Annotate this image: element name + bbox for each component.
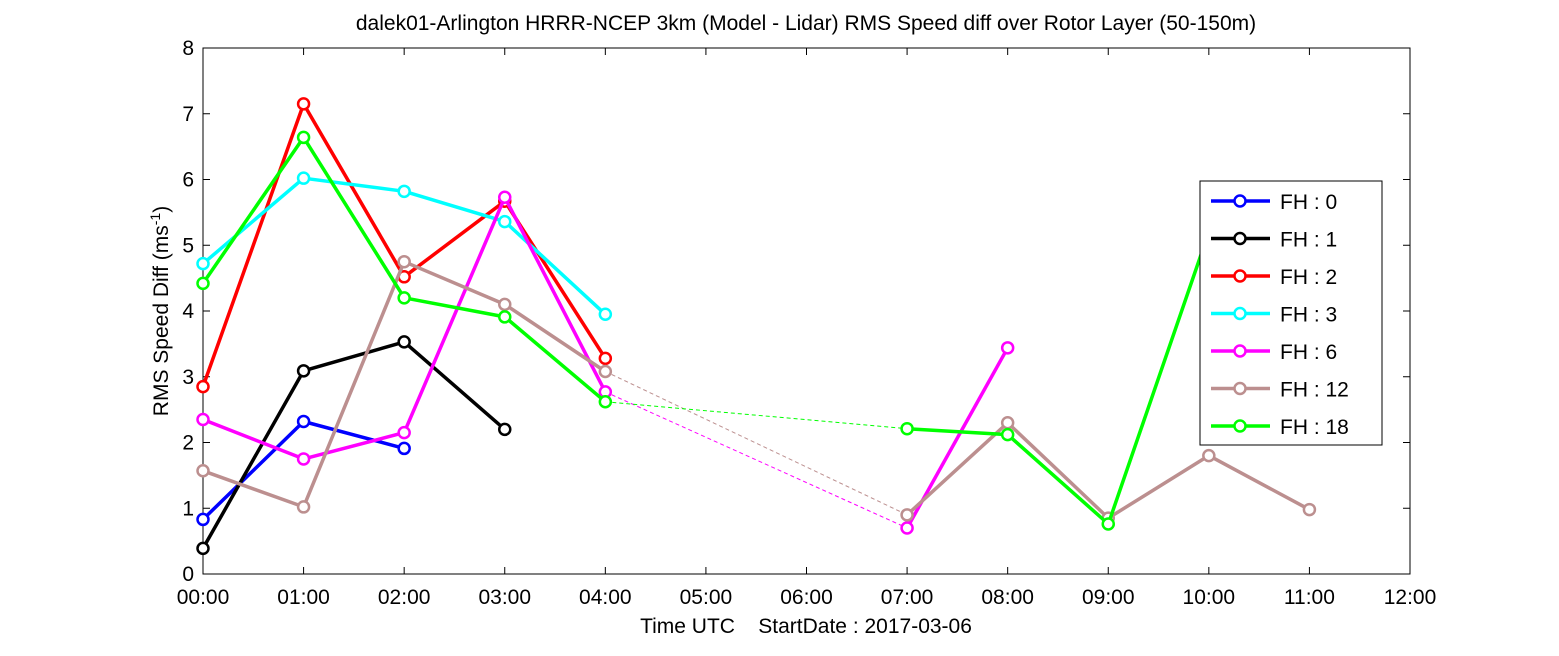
data-point <box>900 521 914 535</box>
data-point <box>196 412 210 427</box>
x-tick-label: 08:00 <box>981 586 1034 609</box>
data-point <box>296 500 311 514</box>
data-point <box>498 190 512 205</box>
x-axis-label: Time UTC StartDate : 2017-03-06 <box>640 615 972 638</box>
data-point <box>296 364 311 378</box>
x-tick-label: 04:00 <box>579 586 632 609</box>
y-tick-label: 0 <box>182 563 194 586</box>
y-tick-label: 6 <box>182 169 194 192</box>
y-axis-label: RMS Speed Diff (ms-1) <box>147 206 173 416</box>
legend-marker <box>1233 306 1247 321</box>
legend-marker <box>1233 419 1247 433</box>
x-tick-label: 09:00 <box>1082 586 1135 609</box>
legend-marker <box>1233 269 1247 283</box>
y-tick-label: 7 <box>182 103 194 126</box>
y-axis-label-sup: -1 <box>147 213 163 226</box>
data-point <box>900 421 914 436</box>
chart-title: dalek01-Arlington HRRR-NCEP 3km (Model -… <box>356 12 1256 35</box>
data-point <box>397 184 411 199</box>
data-point <box>498 310 512 324</box>
x-tick-label: 05:00 <box>680 586 733 609</box>
x-tick-label: 03:00 <box>478 586 531 609</box>
legend-label: FH : 3 <box>1280 304 1337 327</box>
series <box>196 335 512 556</box>
x-tick-label: 07:00 <box>881 586 934 609</box>
data-point <box>1101 517 1115 531</box>
data-point <box>397 425 411 440</box>
data-point <box>1302 502 1317 517</box>
data-point <box>598 307 613 322</box>
y-tick-label: 5 <box>182 234 194 257</box>
y-axis-label-main: RMS Speed Diff (ms <box>150 225 173 416</box>
legend-label: FH : 2 <box>1280 266 1337 289</box>
data-point <box>296 171 311 185</box>
legend-label: FH : 0 <box>1280 191 1337 214</box>
data-point <box>598 394 613 409</box>
series <box>196 254 1317 525</box>
legend-label: FH : 12 <box>1280 379 1349 402</box>
series-gap-line <box>605 401 908 430</box>
series-line <box>906 231 1211 526</box>
data-point <box>397 335 411 349</box>
legend: FH : 0 FH : 1 FH : 2 FH : 3 FH : 6 FH : 12 FH … <box>1199 180 1383 446</box>
y-axis-label-close: ) <box>150 206 173 213</box>
x-axis-ticks: 00:00 01:00 02:00 03:00 04:00 05:00 06:00 07:00… <box>177 48 1437 609</box>
series-layer <box>196 97 1317 556</box>
x-tick-label: 11:00 <box>1284 586 1335 609</box>
data-point <box>296 452 311 466</box>
data-point <box>196 256 210 271</box>
x-tick-label: 06:00 <box>780 586 833 609</box>
data-point <box>598 351 613 366</box>
data-point <box>1000 416 1015 430</box>
data-point <box>498 297 512 312</box>
legend-items: FH : 0 FH : 1 FH : 2 FH : 3 FH : 6 FH : 12 FH … <box>1211 191 1349 439</box>
data-point <box>296 130 311 145</box>
data-point <box>498 422 512 437</box>
y-tick-label: 1 <box>182 497 194 520</box>
x-tick-label: 02:00 <box>378 586 431 609</box>
legend-label: FH : 6 <box>1280 341 1337 364</box>
data-point <box>196 512 210 527</box>
y-tick-label: 2 <box>182 432 194 455</box>
legend-marker <box>1233 381 1247 396</box>
legend-label: FH : 1 <box>1280 229 1337 252</box>
y-tick-label: 8 <box>182 37 194 60</box>
data-point <box>296 97 311 111</box>
data-point <box>196 464 210 478</box>
data-point <box>900 508 914 522</box>
x-tick-label: 00:00 <box>177 586 230 609</box>
data-point <box>296 414 311 429</box>
series-line <box>202 195 607 461</box>
series-line <box>201 340 506 550</box>
data-point <box>397 441 411 456</box>
legend-marker <box>1233 344 1247 358</box>
y-tick-label: 3 <box>182 366 194 389</box>
data-point <box>196 541 210 556</box>
legend-marker <box>1233 231 1247 246</box>
legend-label: FH : 18 <box>1280 416 1349 439</box>
x-tick-label: 01:00 <box>277 586 330 609</box>
data-point <box>598 364 613 379</box>
series-gap-line <box>605 371 908 516</box>
data-point <box>1202 448 1216 463</box>
data-point <box>397 291 411 305</box>
x-tick-label: 12:00 <box>1384 586 1437 609</box>
data-point <box>1000 341 1015 355</box>
series-line <box>201 135 607 404</box>
data-point <box>1000 427 1015 442</box>
data-point <box>196 379 210 394</box>
y-axis-ticks: 0 1 2 3 4 5 6 7 8 <box>182 37 1410 586</box>
data-point <box>397 254 411 269</box>
x-tick-label: 10:00 <box>1183 586 1236 609</box>
legend-marker <box>1233 194 1247 208</box>
data-point <box>196 276 210 291</box>
y-tick-label: 4 <box>182 300 194 323</box>
series-gap-line <box>605 391 908 529</box>
data-point <box>498 214 512 229</box>
series <box>196 171 613 322</box>
series <box>196 130 1216 531</box>
